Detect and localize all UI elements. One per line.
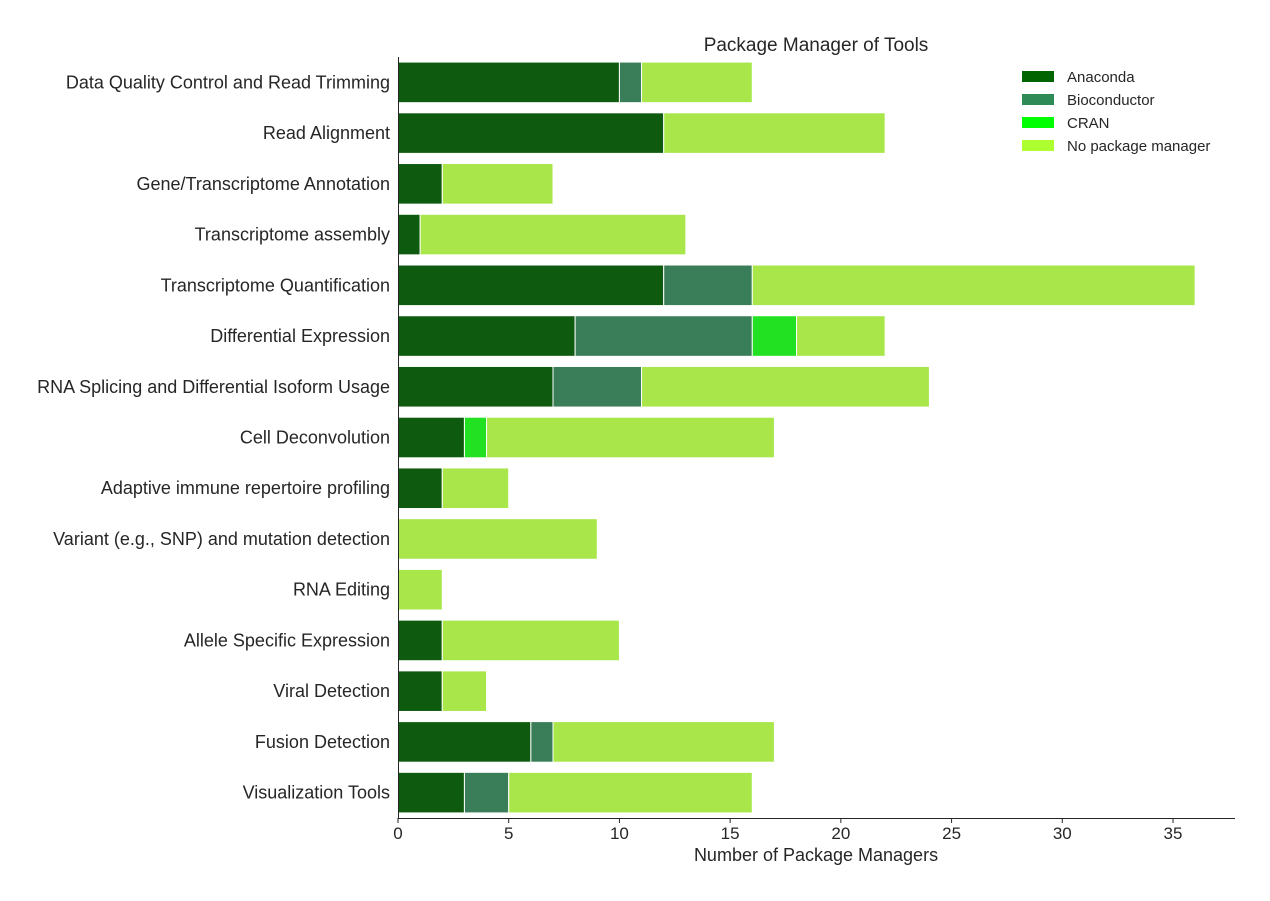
legend-swatch: [1022, 71, 1054, 82]
bar-segment-bioconductor: [663, 264, 753, 307]
bar-segment-no-package-manager: [397, 518, 598, 560]
bar-segment-no-package-manager: [419, 213, 687, 256]
category-label: Differential Expression: [210, 326, 390, 346]
x-tick-label: 30: [1053, 824, 1072, 843]
category-label: Transcriptome Quantification: [161, 275, 390, 295]
category-label: Viral Detection: [273, 681, 390, 701]
category-label: Data Quality Control and Read Trimming: [66, 72, 390, 92]
bar-segment-anaconda: [397, 163, 443, 205]
bar-segment-anaconda: [397, 721, 532, 763]
bar-segment-cran: [463, 416, 488, 459]
category-label: Cell Deconvolution: [240, 428, 390, 448]
category-label: Gene/Transcriptome Annotation: [137, 174, 390, 194]
bar-segment-anaconda: [397, 365, 554, 408]
bar-segment-bioconductor: [574, 315, 753, 357]
bar-segment-no-package-manager: [441, 670, 488, 712]
bar-segment-no-package-manager: [552, 721, 775, 763]
legend-label: CRAN: [1067, 115, 1110, 132]
bar-segment-bioconductor: [552, 365, 643, 408]
legend-label: No package manager: [1067, 138, 1210, 155]
legend-swatch: [1022, 94, 1054, 105]
x-tick-label: 35: [1164, 824, 1183, 843]
x-tick-label: 25: [942, 824, 961, 843]
bar-segment-no-package-manager: [796, 315, 886, 357]
bar-segment-anaconda: [397, 264, 665, 307]
category-label: Transcriptome assembly: [195, 225, 390, 245]
bar-segment-cran: [751, 315, 798, 357]
bar-segment-bioconductor: [530, 721, 554, 763]
bar-segment-bioconductor: [618, 61, 643, 104]
bar-segment-no-package-manager: [486, 416, 775, 459]
x-tick-label: 0: [393, 824, 402, 843]
bar-segment-no-package-manager: [441, 619, 620, 662]
x-tick-label: 5: [504, 824, 513, 843]
legend-label: Anaconda: [1067, 69, 1135, 86]
bar-segment-no-package-manager: [441, 163, 554, 205]
x-ticks: 0 5 10 15 20 25 30 35: [393, 818, 1182, 843]
bar-segment-anaconda: [397, 670, 443, 712]
bar-segment-no-package-manager: [663, 112, 886, 154]
category-label: Read Alignment: [263, 123, 390, 143]
x-tick-label: 10: [610, 824, 629, 843]
category-label: Allele Specific Expression: [184, 630, 390, 650]
bar-segment-anaconda: [397, 771, 465, 814]
x-tick-label: 20: [831, 824, 850, 843]
bar-segment-no-package-manager: [751, 264, 1196, 307]
bar-segment-anaconda: [397, 467, 443, 510]
bar-segment-no-package-manager: [441, 467, 510, 510]
bar-segment-no-package-manager: [397, 568, 443, 611]
category-label: Adaptive immune repertoire profiling: [101, 478, 390, 498]
x-axis-title: Number of Package Managers: [694, 845, 938, 865]
bar-segment-anaconda: [397, 315, 576, 357]
bar-segment-anaconda: [397, 213, 421, 256]
legend-label: Bioconductor: [1067, 92, 1155, 109]
category-label: Fusion Detection: [255, 732, 390, 752]
category-label: Variant (e.g., SNP) and mutation detecti…: [53, 529, 390, 549]
bar-segment-no-package-manager: [508, 771, 753, 814]
category-label: Visualization Tools: [243, 783, 390, 803]
axes-group: [398, 57, 1235, 819]
category-labels: Data Quality Control and Read Trimming Re…: [37, 72, 390, 802]
category-label: RNA Editing: [293, 580, 390, 600]
category-label: RNA Splicing and Differential Isoform Us…: [37, 377, 390, 397]
bar-segment-anaconda: [397, 112, 665, 154]
bars-group: [397, 61, 1196, 814]
bar-segment-anaconda: [397, 619, 443, 662]
x-tick-label: 15: [721, 824, 740, 843]
bar-segment-anaconda: [397, 61, 620, 104]
legend: Anaconda Bioconductor CRAN No package manag…: [1022, 69, 1210, 155]
chart-title: Package Manager of Tools: [704, 35, 929, 56]
bar-segment-anaconda: [397, 416, 465, 459]
bar-segment-no-package-manager: [641, 365, 930, 408]
legend-swatch: [1022, 117, 1054, 128]
bar-segment-bioconductor: [463, 771, 510, 814]
legend-swatch: [1022, 140, 1054, 151]
bar-segment-no-package-manager: [641, 61, 753, 104]
